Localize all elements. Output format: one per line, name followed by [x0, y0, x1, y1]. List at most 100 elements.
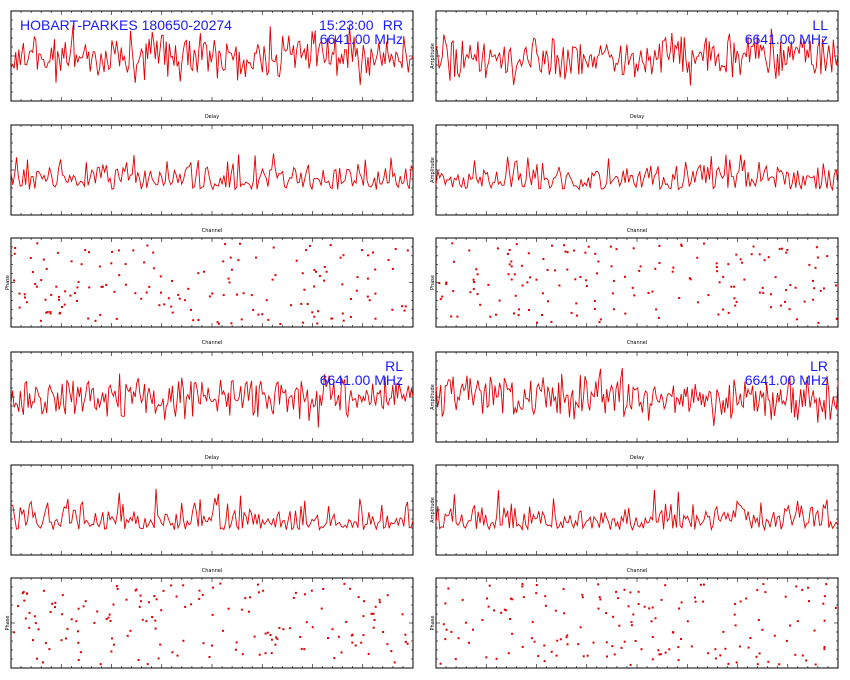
phase-point: [472, 278, 475, 281]
phase-point: [290, 304, 292, 307]
phase-point: [208, 656, 211, 658]
frequency-label: 6641.00 MHz: [320, 372, 403, 388]
phase-point: [154, 619, 157, 622]
phase-point: [521, 583, 524, 585]
plot-frame: [10, 577, 414, 669]
phase-point: [629, 591, 632, 594]
phase-point: [518, 308, 520, 311]
phase-point: [112, 643, 115, 646]
phase-point: [714, 648, 717, 651]
phase-point: [498, 299, 501, 302]
phase-point: [374, 292, 377, 295]
phase-point: [138, 605, 141, 608]
phase-point: [201, 593, 204, 596]
phase-point: [323, 279, 326, 282]
phase-point: [265, 299, 268, 302]
delay-trace: [435, 367, 839, 427]
phase-point: [56, 251, 59, 254]
phase-point: [630, 624, 633, 627]
phase-point: [58, 298, 60, 301]
phase-point: [633, 294, 636, 297]
phase-point: [615, 248, 618, 251]
phase-point: [648, 607, 651, 610]
phase-point: [403, 309, 406, 312]
phase-point: [718, 281, 721, 284]
phase-point: [819, 289, 822, 292]
phase-point: [267, 318, 270, 321]
phase-point: [391, 308, 394, 311]
phase-point: [391, 267, 394, 270]
phase-point: [255, 256, 257, 259]
phase-point: [594, 252, 597, 255]
phase-point: [111, 250, 113, 253]
phase-point: [566, 643, 569, 646]
phase-point: [24, 296, 26, 299]
phase-point: [82, 605, 85, 608]
phase-point: [152, 251, 155, 254]
phase-point: [658, 653, 661, 656]
phase-point: [788, 308, 791, 311]
phase-point: [147, 601, 150, 604]
phase-point: [362, 634, 365, 637]
phase-point: [13, 631, 16, 634]
phase-point: [770, 293, 772, 296]
phase-point: [367, 254, 370, 257]
phase-point: [63, 303, 66, 306]
phase-point: [554, 609, 557, 612]
phase-point: [592, 641, 595, 644]
phase-point: [452, 290, 455, 293]
phase-point: [770, 306, 772, 309]
phase-point: [308, 244, 311, 247]
phase-point: [93, 621, 96, 624]
phase-point: [261, 313, 264, 316]
phase-point: [444, 638, 447, 641]
phase-point: [835, 317, 838, 320]
phase-point: [88, 286, 91, 289]
phase-point: [599, 318, 602, 321]
phase-point: [222, 294, 225, 297]
phase-point: [574, 278, 577, 281]
x-axis-label: Channel: [202, 340, 223, 346]
phase-point: [177, 293, 180, 296]
phase-point: [320, 607, 323, 610]
phase-point: [456, 315, 459, 318]
phase-point: [303, 593, 306, 596]
phase-point: [239, 242, 241, 245]
phase-point: [211, 292, 214, 295]
phase-point: [36, 657, 39, 660]
phase-point: [447, 587, 450, 590]
phase-point: [21, 592, 24, 595]
phase-point: [386, 643, 389, 646]
phase-point: [84, 249, 87, 251]
phase-point: [23, 599, 26, 602]
phase-point: [171, 279, 173, 282]
phase-point: [160, 609, 163, 612]
phase-point: [141, 618, 144, 621]
phase-point: [468, 641, 470, 644]
phase-point: [61, 306, 63, 308]
phase-point: [531, 621, 534, 624]
phase-point: [813, 629, 816, 632]
phase-point: [159, 275, 162, 278]
phase-point: [18, 306, 21, 309]
phase-point: [743, 278, 746, 281]
phase-point: [632, 613, 635, 616]
phase-point: [758, 253, 761, 256]
phase-point: [258, 653, 261, 656]
phase-point: [153, 595, 156, 598]
plot-frame: [435, 237, 839, 328]
phase-point: [313, 285, 316, 288]
phase-point: [190, 308, 192, 311]
phase-point: [349, 315, 352, 318]
phase-point: [714, 657, 717, 660]
plot-frame: [10, 351, 414, 443]
polarisation-label: LL: [812, 17, 828, 33]
phase-point: [198, 589, 201, 592]
phase-point: [113, 290, 116, 293]
channel-trace: [435, 154, 839, 192]
phase-point: [274, 643, 277, 646]
plot-frame: [435, 124, 839, 216]
plot-frame: [435, 577, 839, 669]
phase-point: [724, 647, 727, 650]
phase-point: [235, 641, 238, 644]
